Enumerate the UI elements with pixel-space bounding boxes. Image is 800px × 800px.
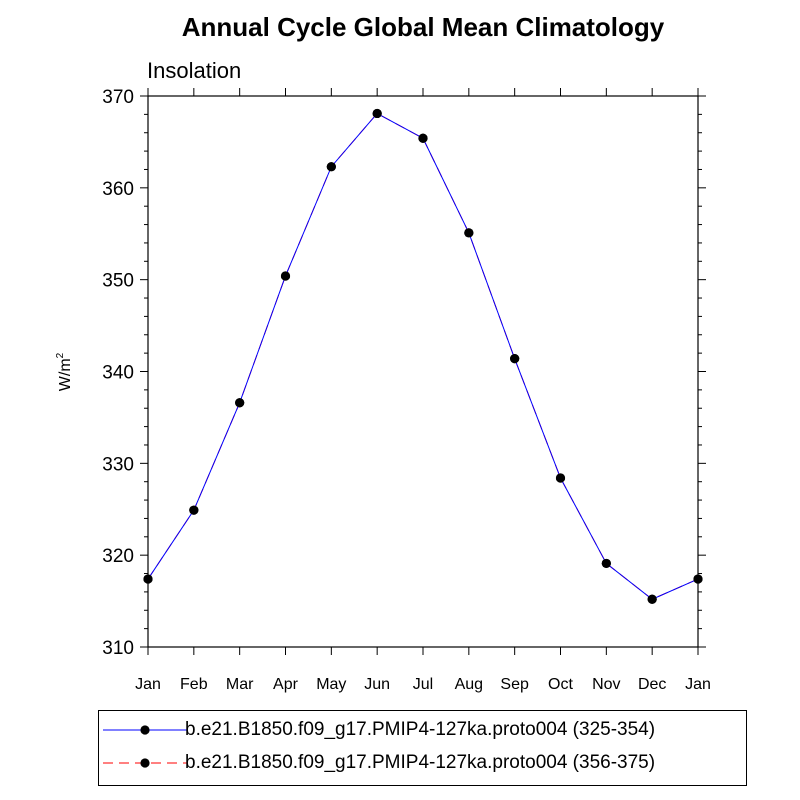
data-point-series-1	[326, 162, 336, 172]
legend-item-series-1: b.e21.B1850.f09_g17.PMIP4-127ka.proto004…	[99, 714, 746, 746]
y-tick-label: 370	[102, 87, 134, 108]
series-line-2	[147, 112, 699, 600]
legend-swatch-series-2	[103, 758, 187, 768]
x-tick-label: Aug	[455, 676, 483, 693]
x-tick-label: Feb	[180, 676, 208, 693]
x-tick-label: Nov	[592, 676, 620, 693]
data-point-series-1	[693, 574, 703, 584]
data-point-series-1	[189, 505, 199, 515]
data-point-series-1	[235, 398, 245, 408]
data-point-series-1	[418, 133, 428, 143]
data-point-series-1	[143, 574, 153, 584]
x-tick-label: Jan	[135, 676, 161, 693]
x-tick-label: Jan	[685, 676, 711, 693]
x-tick-label: Mar	[226, 676, 254, 693]
y-tick-label: 310	[102, 638, 134, 659]
legend: b.e21.B1850.f09_g17.PMIP4-127ka.proto004…	[98, 710, 747, 786]
x-tick-label: Sep	[500, 676, 529, 693]
legend-marker-series-2	[140, 758, 150, 768]
x-tick-label: May	[316, 676, 346, 693]
y-axis-label: W/m2	[55, 352, 74, 391]
data-point-series-1	[464, 228, 474, 238]
legend-item-series-2: b.e21.B1850.f09_g17.PMIP4-127ka.proto004…	[99, 747, 746, 779]
y-tick-label: 350	[102, 271, 134, 292]
x-tick-label: Jun	[364, 676, 390, 693]
x-tick-label: Apr	[273, 676, 299, 693]
legend-label-series-2: b.e21.B1850.f09_g17.PMIP4-127ka.proto004…	[185, 752, 656, 773]
legend-label-series-1: b.e21.B1850.f09_g17.PMIP4-127ka.proto004…	[185, 719, 656, 740]
chart-subtitle: Insolation	[147, 58, 242, 83]
data-point-series-1	[647, 594, 657, 604]
x-tick-label: Dec	[638, 676, 666, 693]
y-tick-label: 320	[102, 546, 134, 567]
data-point-series-1	[510, 354, 520, 364]
x-tick-label: Oct	[548, 676, 573, 693]
y-tick-label: 360	[102, 179, 134, 200]
data-point-series-1	[280, 271, 291, 281]
x-tick-label: Jul	[413, 676, 433, 693]
plot-frame	[147, 95, 699, 648]
data-point-series-1	[372, 108, 382, 119]
y-tick-label: 340	[102, 363, 134, 384]
legend-swatch-series-1	[103, 725, 187, 735]
y-tick-label: 330	[102, 454, 134, 475]
chart-title: Annual Cycle Global Mean Climatology	[181, 12, 665, 42]
series-line-1	[147, 112, 699, 600]
legend-marker-series-1	[140, 725, 150, 735]
data-point-series-1	[555, 473, 566, 483]
data-point-series-1	[601, 558, 611, 569]
